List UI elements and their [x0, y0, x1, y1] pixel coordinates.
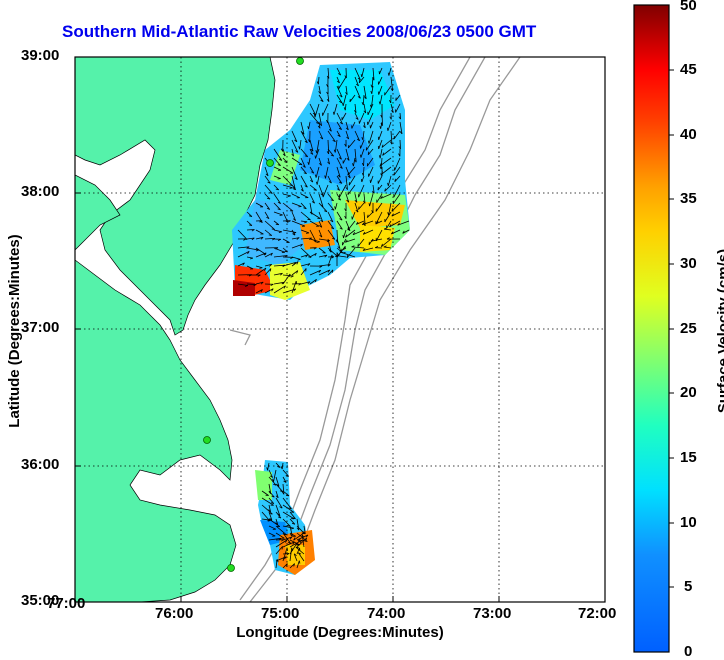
colorbar-tick-label: 15 — [680, 449, 697, 466]
x-tick-label: 75:00 — [261, 605, 299, 622]
velocity-vector-head — [306, 233, 309, 234]
colorbar-tick-label: 10 — [680, 514, 697, 531]
y-tick-label: 35:00 — [21, 592, 59, 609]
colorbar-tick-label: 0 — [684, 643, 692, 660]
velocity-vector-head — [358, 244, 359, 247]
colorbar-tick-label: 20 — [680, 384, 697, 401]
velocity-vector-head — [306, 268, 307, 271]
colorbar-tick-label: 45 — [680, 61, 697, 78]
velocity-vector-head — [378, 187, 379, 190]
velocity-vector-head — [286, 495, 289, 496]
velocity-vector-head — [276, 224, 279, 225]
velocity-vector-head — [396, 98, 397, 101]
x-axis-label: Longitude (Degrees:Minutes) — [75, 624, 605, 641]
colorbar-tick-label: 35 — [680, 190, 697, 207]
y-axis-label: Latitude (Degrees:Minutes) — [6, 234, 23, 427]
x-tick-label: 73:00 — [473, 605, 511, 622]
velocity-vector-head — [323, 253, 326, 254]
velocity-vector-head — [280, 215, 283, 216]
station-marker — [228, 565, 235, 572]
velocity-vector — [247, 284, 256, 285]
velocity-vector-head — [315, 156, 316, 159]
velocity-vector-head — [332, 255, 333, 258]
velocity-vector-head — [290, 211, 293, 212]
station-marker — [204, 437, 211, 444]
station-marker — [267, 160, 274, 167]
velocity-vector-head — [347, 255, 348, 258]
colorbar — [634, 5, 669, 652]
velocity-vector-head — [359, 80, 360, 83]
x-tick-label: 74:00 — [367, 605, 405, 622]
colorbar-ticks — [669, 70, 674, 587]
velocity-vector-head — [296, 281, 297, 284]
velocity-vector-head — [348, 227, 349, 230]
velocity-vector-head — [345, 246, 346, 249]
velocity-vector-head — [387, 128, 388, 131]
colorbar-label: Surface Velocity (cm/s) — [715, 249, 724, 413]
colorbar-tick-label: 30 — [680, 255, 697, 272]
velocity-vector-head — [343, 252, 346, 253]
colorbar-tick-label: 25 — [680, 320, 697, 337]
colorbar-tick-label: 40 — [680, 126, 697, 143]
x-tick-label: 76:00 — [155, 605, 193, 622]
x-tick-label: 72:00 — [578, 605, 616, 622]
colorbar-tick-label: 50 — [680, 0, 697, 14]
y-tick-label: 39:00 — [21, 47, 59, 64]
colorbar-tick-label: 5 — [684, 578, 692, 595]
station-marker — [297, 58, 304, 65]
